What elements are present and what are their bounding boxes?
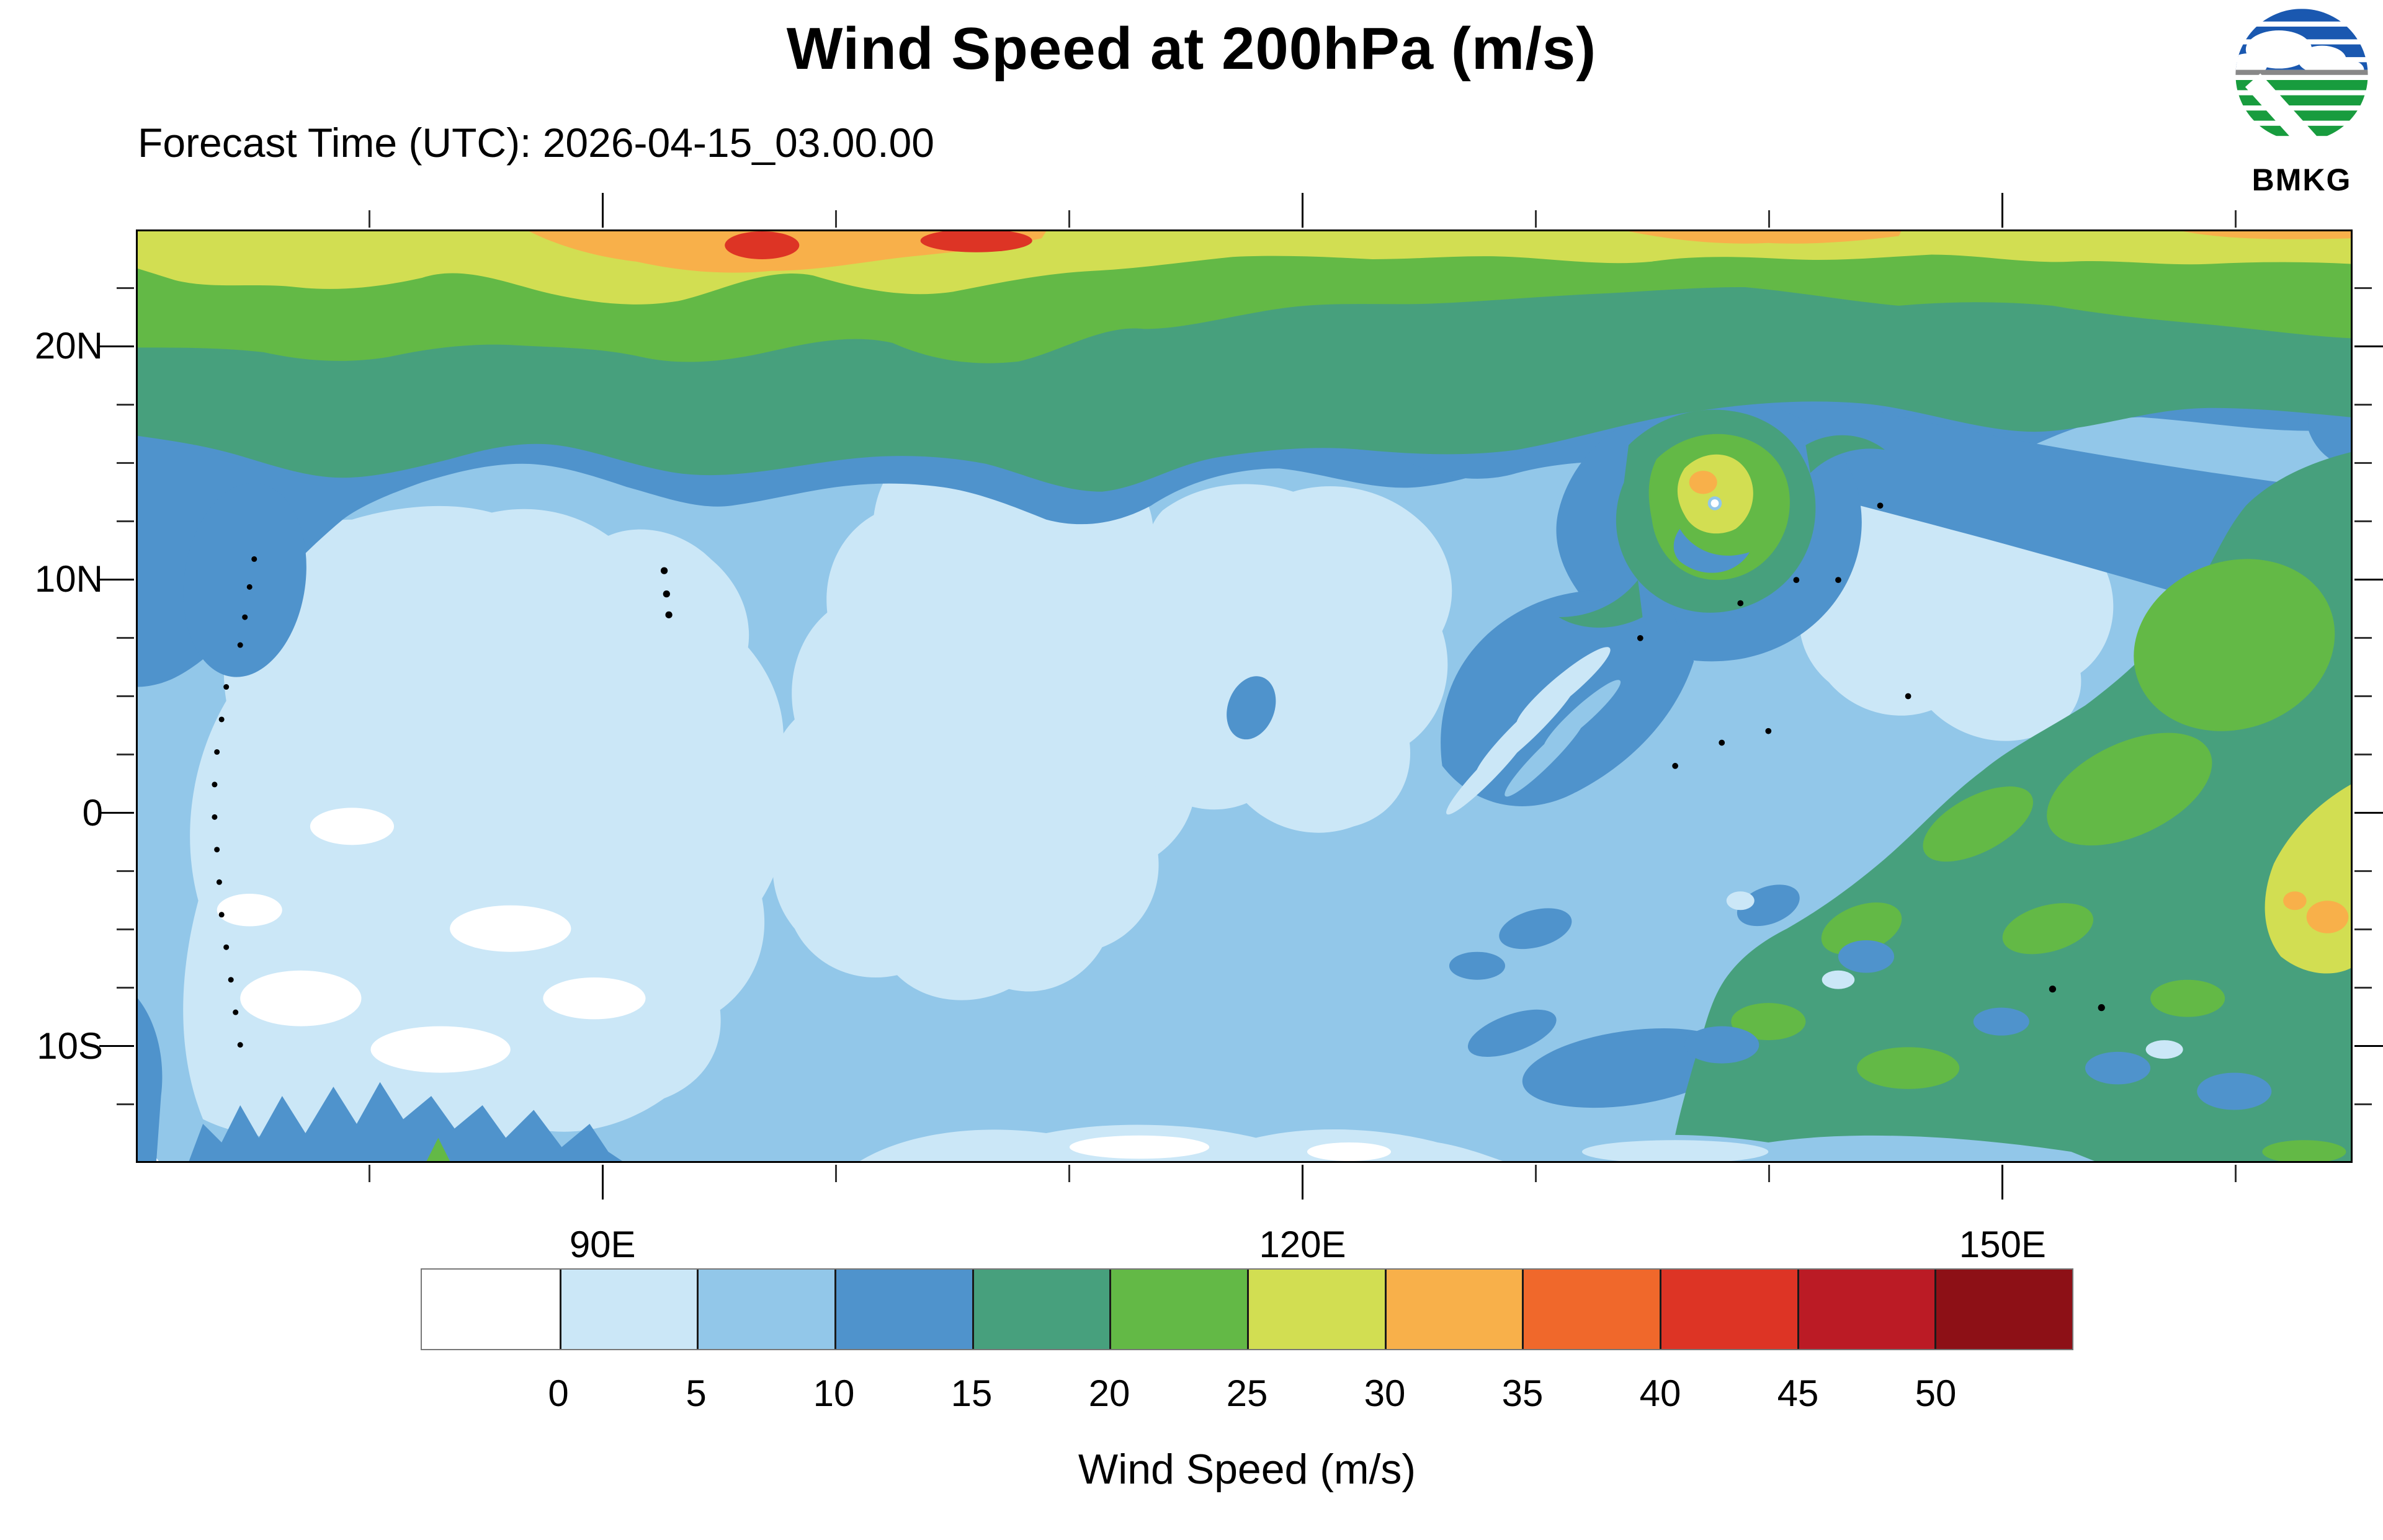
colorbar-level-15: 15 xyxy=(950,1373,993,1414)
colorbar-level-5: 5 xyxy=(686,1373,707,1414)
colorbar-segment-11 xyxy=(1934,1270,2073,1349)
tick-lon-120-bottom xyxy=(1302,1165,1304,1200)
tick-lat-15-right xyxy=(2354,461,2372,464)
colorbar-level-30: 30 xyxy=(1364,1373,1406,1414)
tick-lat--7.5-right xyxy=(2354,987,2372,989)
colorbar-segment-1 xyxy=(559,1270,697,1349)
lat-label-20N: 20N xyxy=(34,325,103,367)
tick-lon-80-top xyxy=(368,210,370,228)
wind-speed-fill-layers xyxy=(138,231,2351,1161)
tick-lat-5-right xyxy=(2354,695,2372,697)
tick-lat-7.5-left xyxy=(117,636,134,639)
colorbar-level-20: 20 xyxy=(1088,1373,1130,1414)
tick-lat-17.5-left xyxy=(117,403,134,406)
lon-label-120E: 120E xyxy=(1259,1224,1346,1265)
tick-lon-80-bottom xyxy=(368,1165,370,1182)
tick-lat-12.5-right xyxy=(2354,520,2372,522)
tropical-cyclone xyxy=(1558,409,1885,628)
colorbar-level-35: 35 xyxy=(1501,1373,1544,1414)
lon-label-150E: 150E xyxy=(1959,1224,2046,1265)
lat-label-10N: 10N xyxy=(34,558,103,600)
colorbar-level-10: 10 xyxy=(813,1373,855,1414)
tick-lon-160-top xyxy=(2235,210,2237,228)
colorbar xyxy=(421,1268,2073,1350)
bmkg-logo: BMKG xyxy=(2222,4,2381,198)
tick-lat-2.5-left xyxy=(117,754,134,756)
tick-lon-140-bottom xyxy=(1768,1165,1771,1182)
colorbar-segment-7 xyxy=(1384,1270,1522,1349)
tick-lat-22.5-right xyxy=(2354,287,2372,289)
colorbar-segment-4 xyxy=(972,1270,1110,1349)
tick-lon-90-bottom xyxy=(601,1165,604,1200)
colorbar-segment-3 xyxy=(834,1270,972,1349)
lon-label-90E: 90E xyxy=(569,1224,636,1265)
tick-lon-120-top xyxy=(1302,193,1304,228)
colorbar-segment-0 xyxy=(422,1270,560,1349)
tick-lat-22.5-left xyxy=(117,287,134,289)
tick-lat-5-left xyxy=(117,695,134,697)
tick-lat--12.5-right xyxy=(2354,1103,2372,1106)
tick-lat-0-right xyxy=(2354,812,2383,814)
tick-lat-10-left xyxy=(99,578,134,581)
tick-lon-150-top xyxy=(2001,193,2004,228)
tick-lat-17.5-right xyxy=(2354,403,2372,406)
tick-lat--5-right xyxy=(2354,928,2372,931)
tick-lon-160-bottom xyxy=(2235,1165,2237,1182)
tick-lat--12.5-left xyxy=(117,1103,134,1106)
colorbar-segment-5 xyxy=(1109,1270,1248,1349)
colorbar-segment-8 xyxy=(1522,1270,1660,1349)
colorbar-segment-6 xyxy=(1247,1270,1385,1349)
colorbar-segment-9 xyxy=(1660,1270,1797,1349)
tick-lon-150-bottom xyxy=(2001,1165,2004,1200)
tick-lat--7.5-left xyxy=(117,987,134,989)
tick-lat--2.5-left xyxy=(117,870,134,873)
page-title: Wind Speed at 200hPa (m/s) xyxy=(786,16,1597,82)
tick-lon-130-bottom xyxy=(1535,1165,1537,1182)
colorbar-title: Wind Speed (m/s) xyxy=(1078,1446,1416,1493)
colorbar-segment-10 xyxy=(1797,1270,1935,1349)
tick-lon-110-top xyxy=(1068,210,1070,228)
tick-lon-140-top xyxy=(1768,210,1771,228)
tick-lat--5-left xyxy=(117,928,134,931)
tick-lat-10-right xyxy=(2354,578,2383,581)
tick-lat-7.5-right xyxy=(2354,636,2372,639)
bmkg-logo-text: BMKG xyxy=(2251,162,2352,197)
colorbar-level-45: 45 xyxy=(1777,1373,1819,1414)
colorbar-level-40: 40 xyxy=(1639,1373,1681,1414)
tick-lat--10-right xyxy=(2354,1045,2383,1048)
lat-label-0: 0 xyxy=(82,791,103,834)
colorbar-level-0: 0 xyxy=(548,1373,569,1414)
tick-lat--2.5-right xyxy=(2354,870,2372,873)
tick-lat-12.5-left xyxy=(117,520,134,522)
colorbar-level-50: 50 xyxy=(1915,1373,1957,1414)
tick-lon-100-bottom xyxy=(834,1165,837,1182)
tick-lat--10-left xyxy=(99,1045,134,1048)
tick-lat-0-left xyxy=(99,812,134,814)
tick-lat-2.5-right xyxy=(2354,754,2372,756)
tick-lat-15-left xyxy=(117,461,134,464)
tick-lat-20-right xyxy=(2354,345,2383,347)
tick-lat-20-left xyxy=(99,345,134,347)
wind-map xyxy=(138,231,2351,1161)
tick-lon-130-top xyxy=(1535,210,1537,228)
small-island-dots xyxy=(212,502,2105,1048)
bmkg-logo-icon xyxy=(2235,9,2368,141)
lat-label-10S: 10S xyxy=(37,1025,103,1067)
colorbar-segment-2 xyxy=(697,1270,834,1349)
tick-lon-100-top xyxy=(834,210,837,228)
colorbar-level-25: 25 xyxy=(1226,1373,1268,1414)
tick-lon-90-top xyxy=(601,193,604,228)
map-panel xyxy=(136,229,2353,1163)
tick-lon-110-bottom xyxy=(1068,1165,1070,1182)
forecast-time-label: Forecast Time (UTC): 2026-04-15_03.00.00 xyxy=(138,120,934,166)
